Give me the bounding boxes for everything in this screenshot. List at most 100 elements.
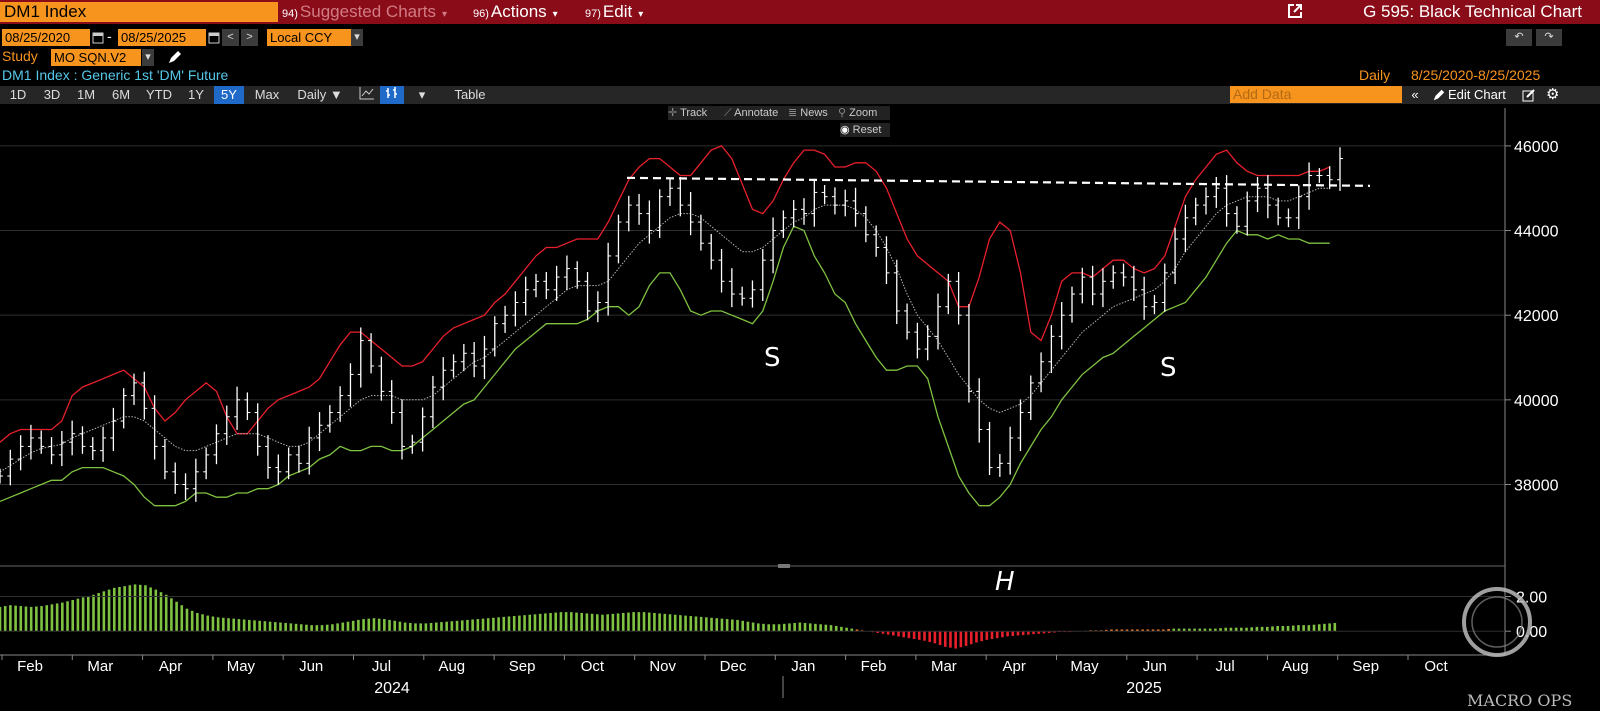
start-date-field[interactable]: 08/25/2020: [2, 29, 90, 46]
x-tick-label: Nov: [649, 658, 676, 675]
macro-ops-logo: [1462, 587, 1532, 657]
x-year-label: 2025: [1126, 680, 1162, 697]
line-chart-icon[interactable]: [356, 86, 378, 104]
menu-number: 97): [585, 8, 601, 20]
period-label: 8/25/2020-8/25/2025: [1411, 67, 1541, 83]
reset-button[interactable]: ◉ Reset: [840, 123, 890, 137]
end-date-field[interactable]: 08/25/2025: [118, 29, 206, 46]
chevron-down-icon: ▾: [638, 9, 644, 20]
undo-icon[interactable]: ↶: [1506, 29, 1532, 46]
calendar-icon[interactable]: [208, 31, 220, 44]
date-separator: -: [107, 28, 112, 44]
y-tick-label: 40000: [1514, 393, 1559, 410]
zoom-button[interactable]: ⚲ Zoom: [838, 106, 890, 120]
x-tick-label: Apr: [159, 658, 182, 675]
period-ytd[interactable]: YTD: [146, 87, 172, 102]
zoom-label: Zoom: [849, 107, 878, 119]
currency-select[interactable]: Local CCY: [267, 29, 351, 46]
add-data-input[interactable]: Add Data: [1230, 86, 1402, 103]
study-field[interactable]: MO SQN.V2: [51, 49, 141, 66]
export-icon[interactable]: [1287, 3, 1303, 19]
bar-chart-icon[interactable]: [380, 86, 404, 104]
reset-icon: ◉: [840, 124, 853, 136]
pencil-icon: [1432, 88, 1446, 102]
period-3d[interactable]: 3D: [43, 87, 61, 102]
x-tick-label: Oct: [581, 658, 605, 675]
x-tick-label: Feb: [17, 658, 43, 675]
watermark-text: MACRO OPS: [1467, 691, 1572, 710]
y-tick-label: 44000: [1514, 224, 1559, 241]
edit-icon[interactable]: [1522, 88, 1536, 102]
period-1m[interactable]: 1M: [76, 87, 96, 102]
pencil-icon: ⟋: [724, 107, 735, 119]
x-axis-labels: Feb Mar Apr May Jun Jul Aug Sep Oct Nov Dec Jan Feb M…: [0, 654, 1505, 698]
chevron-down-icon[interactable]: ▾: [418, 87, 426, 102]
actions-menu[interactable]: 96) Actions ▾: [473, 0, 558, 24]
redo-icon[interactable]: ↷: [1536, 29, 1562, 46]
chevron-down-icon[interactable]: ▾: [142, 49, 154, 66]
x-tick-label: Sep: [509, 658, 536, 675]
period-max[interactable]: Max: [254, 87, 280, 102]
x-tick-label: Jun: [1143, 658, 1167, 675]
study-label: Study: [2, 48, 38, 64]
moving-average-line: [0, 187, 1330, 473]
price-chart[interactable]: 0.002.00 38000 40000 42000 44000 46000 Feb Ma…: [0, 104, 1600, 711]
x-tick-label: Oct: [1424, 658, 1448, 675]
prev-period-button[interactable]: <: [222, 29, 239, 46]
x-tick-label: Jun: [299, 658, 323, 675]
chevron-down-icon: ▾: [552, 9, 558, 20]
y-axis-labels: 38000 40000 42000 44000 46000: [1505, 139, 1559, 495]
head-label: H: [995, 567, 1015, 597]
chevron-down-icon[interactable]: ▾: [351, 29, 363, 46]
menu-number: 94): [282, 8, 298, 20]
chart-title: G 595: Black Technical Chart: [1363, 2, 1582, 21]
x-tick-label: Feb: [861, 658, 887, 675]
collapse-icon[interactable]: «: [1411, 87, 1419, 102]
ticker-field[interactable]: DM1 Index: [0, 2, 278, 22]
x-tick-label: Mar: [931, 658, 957, 675]
track-label: Track: [680, 107, 708, 119]
calendar-icon[interactable]: [92, 31, 104, 44]
news-label: News: [800, 107, 828, 119]
x-tick-label: Sep: [1352, 658, 1379, 675]
y-tick-label: 38000: [1514, 478, 1559, 495]
annotate-button[interactable]: ⟋ Annotate: [724, 106, 788, 120]
crosshair-icon: ✛: [668, 107, 681, 119]
magnifier-icon: ⚲: [838, 107, 850, 119]
edit-menu[interactable]: 97) Edit ▾: [585, 0, 643, 24]
gridlines: [0, 145, 1505, 486]
price-bars: [0, 147, 1343, 502]
oscillator-tick-label: 0.00: [1516, 624, 1547, 641]
left-shoulder-label: S: [764, 343, 781, 373]
upper-band-line: [0, 145, 1330, 443]
track-button[interactable]: ✛ Track: [668, 106, 724, 120]
x-tick-label: Jan: [791, 658, 815, 675]
table-button[interactable]: Table: [454, 87, 486, 102]
edit-chart-button[interactable]: Edit Chart: [1448, 87, 1506, 102]
period-6m[interactable]: 6M: [111, 87, 131, 102]
annotate-label: Annotate: [734, 107, 779, 119]
panel-resize-handle: [778, 564, 790, 568]
x-tick-label: May: [227, 658, 256, 675]
gear-icon[interactable]: ⚙: [1546, 86, 1560, 103]
x-tick-label: Aug: [438, 658, 465, 675]
period-5y[interactable]: 5Y: [214, 86, 244, 104]
x-tick-label: Mar: [87, 658, 113, 675]
pencil-icon[interactable]: [167, 49, 183, 65]
lower-band-line: [0, 225, 1330, 507]
menu-label: Edit: [602, 2, 633, 21]
frequency-select[interactable]: Daily ▼: [297, 87, 343, 102]
period-1y[interactable]: 1Y: [188, 87, 204, 102]
x-year-label: 2024: [374, 680, 410, 697]
next-period-button[interactable]: >: [241, 29, 258, 46]
news-icon: ≣: [788, 107, 801, 119]
period-1d[interactable]: 1D: [9, 87, 27, 102]
chevron-down-icon: ▾: [442, 9, 448, 20]
security-description: DM1 Index : Generic 1st 'DM' Future: [2, 67, 229, 83]
y-tick-label: 46000: [1514, 139, 1559, 156]
news-button[interactable]: ≣ News: [788, 106, 838, 120]
x-tick-label: Aug: [1282, 658, 1309, 675]
reset-label: Reset: [852, 124, 882, 136]
suggested-charts-menu[interactable]: 94) Suggested Charts ▾: [282, 0, 447, 24]
frequency-label: Daily: [1359, 67, 1391, 83]
